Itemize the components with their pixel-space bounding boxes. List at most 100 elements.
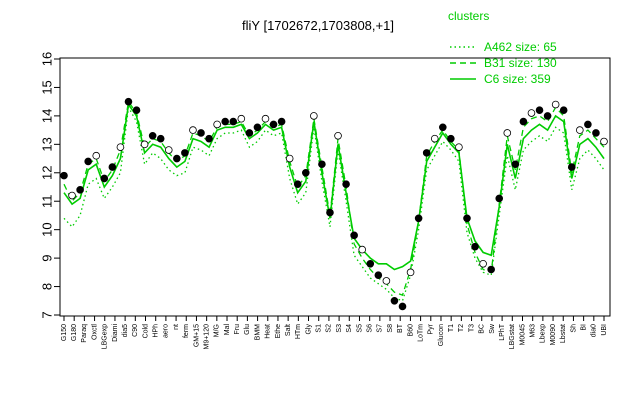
data-point bbox=[567, 163, 576, 171]
x-tick-label: UBI bbox=[601, 324, 608, 336]
y-tick-label: 11 bbox=[39, 194, 54, 208]
legend-entry: A462 size: 65 bbox=[484, 40, 557, 54]
x-tick-label: ferm bbox=[183, 324, 190, 338]
x-tick-label: dia0 bbox=[591, 324, 598, 337]
data-point bbox=[519, 117, 528, 126]
data-point bbox=[358, 245, 367, 254]
plot-frame bbox=[59, 57, 611, 317]
data-point bbox=[543, 112, 552, 120]
x-tick-label: Sw bbox=[489, 323, 496, 334]
y-tick-label: 13 bbox=[39, 137, 54, 151]
legend-title: clusters bbox=[448, 9, 489, 23]
legend-entry: C6 size: 359 bbox=[484, 72, 551, 86]
x-tick-label: S2 bbox=[326, 324, 333, 333]
x-tick-label: T1 bbox=[448, 324, 455, 332]
data-point bbox=[100, 174, 109, 183]
y-tick-label: 16 bbox=[39, 52, 54, 66]
x-tick-label: Glucon bbox=[438, 324, 445, 346]
data-point bbox=[382, 277, 391, 285]
data-point bbox=[527, 109, 536, 117]
data-point bbox=[173, 154, 181, 163]
data-point bbox=[455, 143, 463, 151]
x-tick-label: Mal bbox=[224, 324, 231, 336]
data-point bbox=[584, 120, 592, 129]
chart-title: fliY [1702672,1703808,+1] bbox=[242, 18, 394, 33]
x-tick-label: GM+15 bbox=[193, 324, 200, 347]
data-point bbox=[237, 114, 246, 123]
data-point bbox=[92, 151, 101, 160]
data-point bbox=[205, 134, 213, 143]
data-point bbox=[398, 302, 407, 311]
data-point bbox=[164, 146, 173, 154]
x-tick-label: BMM bbox=[254, 324, 261, 341]
data-point bbox=[197, 129, 205, 137]
data-point bbox=[301, 168, 310, 177]
x-tick-label: dia5 bbox=[122, 324, 129, 337]
data-point bbox=[390, 296, 399, 305]
data-point bbox=[132, 106, 141, 114]
x-tick-label: T2 bbox=[458, 324, 465, 332]
x-tick-label: Oxctl bbox=[91, 324, 98, 340]
data-point bbox=[422, 149, 431, 157]
data-point bbox=[269, 120, 278, 129]
x-tick-label: S1 bbox=[316, 324, 323, 333]
data-point bbox=[471, 242, 479, 251]
y-tick-label: 7 bbox=[39, 311, 54, 318]
data-point bbox=[229, 117, 238, 126]
x-tick-label: M0045 bbox=[519, 324, 526, 346]
data-point bbox=[116, 143, 125, 151]
data-point bbox=[76, 186, 84, 194]
x-tick-label: Glu bbox=[244, 324, 251, 335]
data-point bbox=[245, 129, 254, 137]
data-point bbox=[334, 132, 342, 140]
x-tick-label: G150 bbox=[61, 324, 68, 341]
data-point bbox=[535, 106, 544, 114]
data-point bbox=[68, 191, 76, 200]
data-point bbox=[140, 140, 149, 149]
data-point bbox=[600, 137, 608, 146]
points-layer bbox=[60, 97, 608, 311]
data-point bbox=[487, 265, 495, 274]
x-tick-label: HTm bbox=[295, 324, 302, 339]
x-tick-label: BT bbox=[397, 323, 404, 333]
x-tick-label: S7 bbox=[377, 324, 384, 333]
x-tick-label: B60 bbox=[407, 324, 414, 337]
x-tick-label: nt bbox=[173, 324, 180, 330]
x-tick-label: Diami bbox=[112, 324, 119, 342]
data-point bbox=[253, 123, 262, 132]
series-line-solid bbox=[63, 102, 605, 271]
data-point bbox=[366, 259, 375, 268]
legend-entry: B31 size: 130 bbox=[484, 56, 557, 70]
data-point bbox=[406, 268, 415, 277]
x-tick-label: LBGexp bbox=[102, 324, 109, 349]
x-tick-label: M/G bbox=[214, 324, 221, 337]
data-point bbox=[261, 114, 270, 123]
y-axis: 7 8 9 10 11 12 13 14 15 16 bbox=[39, 52, 60, 319]
x-tick-label: S6 bbox=[367, 324, 374, 333]
y-tick-label: 10 bbox=[39, 222, 54, 236]
data-point bbox=[310, 112, 318, 120]
x-axis: G150 G180 Paraq Oxctl LBGexp Diami dia5 C90 Cold… bbox=[61, 316, 608, 350]
x-tick-label: Paraq bbox=[81, 324, 88, 343]
y-tick-label: 8 bbox=[39, 283, 54, 290]
data-point bbox=[559, 106, 568, 114]
data-point bbox=[495, 194, 504, 203]
x-tick-label: M0090 bbox=[550, 324, 557, 346]
y-tick-label: 12 bbox=[39, 166, 54, 180]
data-point bbox=[124, 97, 133, 106]
data-point bbox=[414, 214, 423, 223]
data-point bbox=[463, 214, 471, 223]
x-tick-label: BC bbox=[479, 324, 486, 334]
x-tick-label: LBGstat bbox=[509, 324, 516, 349]
x-tick-label: Ethe bbox=[275, 324, 282, 339]
series-line-dotted bbox=[63, 105, 605, 302]
x-tick-label: M9+120 bbox=[203, 324, 210, 350]
x-tick-label: Cold bbox=[142, 324, 149, 339]
data-point bbox=[374, 271, 383, 279]
data-point bbox=[60, 171, 68, 180]
data-point bbox=[551, 100, 560, 109]
data-point bbox=[350, 231, 358, 240]
x-tick-label: Gly bbox=[305, 324, 312, 335]
y-tick-label: 9 bbox=[39, 254, 54, 261]
